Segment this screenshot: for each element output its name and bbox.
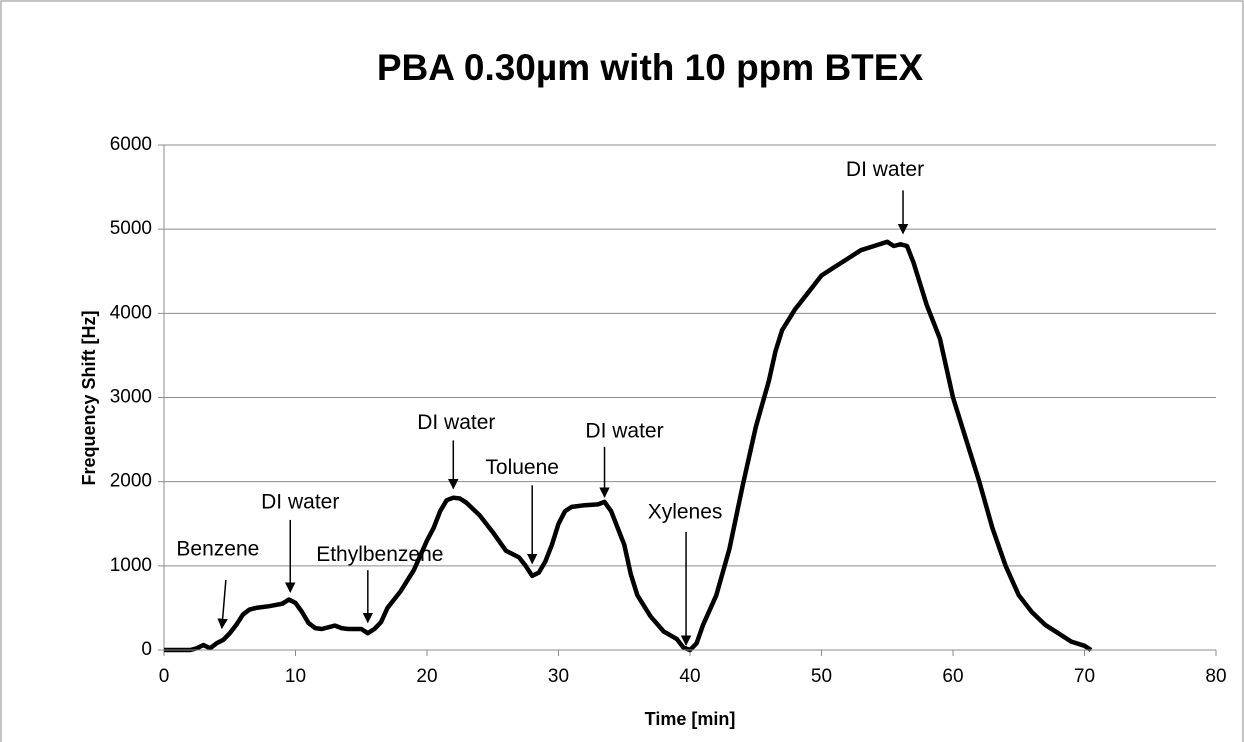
y-tick-label: 2000 — [110, 471, 152, 492]
x-tick-label: 0 — [159, 666, 170, 687]
y-tick-label: 3000 — [110, 387, 152, 408]
annotation-label: DI water — [261, 490, 339, 513]
x-axis-label: Time [min] — [645, 709, 736, 729]
annotation-label: DI water — [585, 419, 663, 442]
annotation-arrow — [217, 580, 228, 630]
y-tick-label: 1000 — [110, 555, 152, 576]
x-tick-label: 40 — [679, 666, 700, 687]
x-tick-label: 10 — [285, 666, 306, 687]
x-tick-label: 70 — [1074, 666, 1095, 687]
x-tick-label: 30 — [548, 666, 569, 687]
x-tick-label: 20 — [416, 666, 437, 687]
annotation-label: Xylenes — [648, 500, 723, 523]
y-tick-label: 5000 — [110, 218, 152, 239]
x-tick-label: 50 — [811, 666, 832, 687]
data-line — [164, 239, 1093, 653]
annotation-label: DI water — [846, 158, 924, 181]
y-axis-label: Frequency Shift [Hz] — [79, 310, 99, 485]
annotation-label: DI water — [417, 411, 495, 434]
y-tick-label: 0 — [141, 639, 152, 660]
x-tick-label: 60 — [942, 666, 963, 687]
x-tick-label: 80 — [1205, 666, 1226, 687]
y-tick-label: 6000 — [110, 134, 152, 155]
y-tick-label: 4000 — [110, 302, 152, 323]
annotation-label: Benzene — [176, 538, 259, 561]
annotation-label: Ethylbenzene — [316, 543, 443, 566]
annotation-label: Toluene — [485, 456, 559, 479]
chart-title: PBA 0.30µm with 10 ppm BTEX — [377, 47, 924, 88]
